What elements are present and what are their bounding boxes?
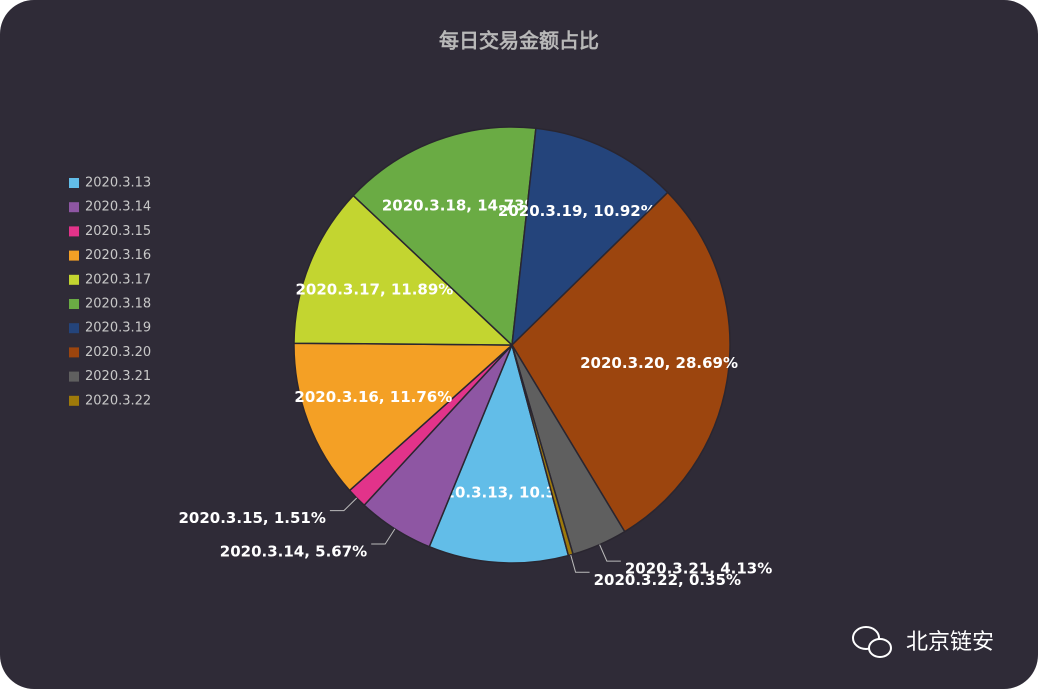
legend-label: 2020.3.22 [85,393,151,408]
wechat-icon [852,626,892,658]
data-label: 2020.3.21, 4.13% [625,560,772,578]
legend-swatch [69,347,79,358]
legend-label: 2020.3.13 [85,176,151,191]
chart-title: 每日交易金额占比 [439,29,599,53]
legend-label: 2020.3.15 [85,224,151,239]
data-label: 2020.3.19, 10.92% [498,202,656,220]
leader-line [329,497,358,512]
legend-swatch [69,274,79,285]
pie-slice [428,342,570,564]
pie-slice [511,344,574,557]
data-label: 2020.3.17, 11.89% [295,280,453,298]
legend-swatch [69,178,79,188]
brand: 北京链安 [906,630,994,655]
legend-label: 2020.3.17 [85,272,151,287]
data-label: 2020.3.20, 28.69% [580,354,738,372]
pie-slice [293,194,514,346]
legend-label: 2020.3.16 [85,248,151,263]
legend-swatch [69,250,79,261]
legend-label: 2020.3.14 [85,200,151,215]
pie-slice [352,126,537,347]
legend-swatch [69,395,79,406]
data-label: 2020.3.14, 5.67% [220,543,367,561]
legend-label: 2020.3.21 [85,369,151,384]
legend-label: 2020.3.18 [85,297,151,312]
data-label: 2020.3.15, 1.51% [178,509,325,527]
legend-swatch [69,323,79,334]
data-label: 2020.3.13, 10.36% [424,483,582,501]
leader-line [570,554,590,573]
legend-swatch [69,226,79,237]
legend-swatch [69,371,79,382]
leader-line [599,544,621,562]
legend-label: 2020.3.19 [85,321,151,336]
legend-label: 2020.3.20 [85,345,151,360]
data-label: 2020.3.16, 11.76% [294,388,452,406]
legend-swatch [69,202,79,213]
data-label: 2020.3.18, 14.73% [382,196,540,214]
pie-slice [511,127,669,348]
data-label: 2020.3.22, 0.35% [594,571,741,589]
pie-slice [511,191,731,533]
leader-line [371,528,396,545]
legend-swatch [69,299,79,309]
pie-slice [293,342,514,492]
